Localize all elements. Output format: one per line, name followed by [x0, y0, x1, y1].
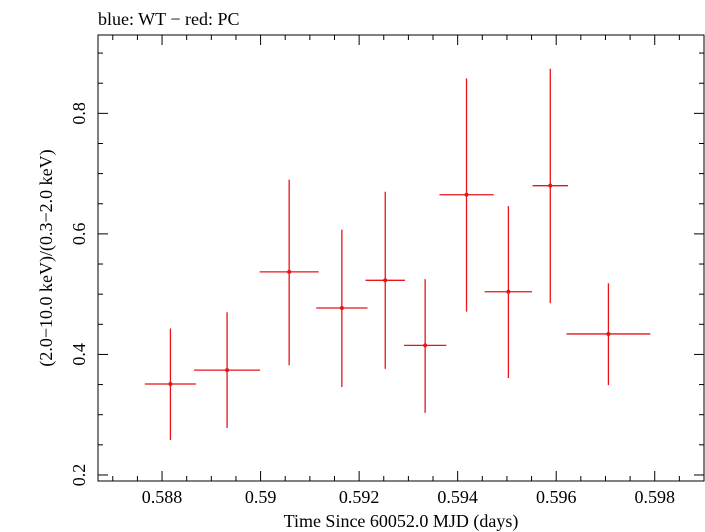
y-tick-label: 0.4	[69, 343, 89, 366]
data-points	[144, 68, 651, 441]
x-tick-label: 0.588	[142, 487, 183, 507]
data-point	[506, 289, 511, 294]
data-point	[225, 368, 230, 373]
x-tick-label: 0.596	[536, 487, 577, 507]
plot-frame	[97, 34, 705, 482]
data-point	[383, 278, 388, 283]
x-tick-label: 0.592	[339, 487, 380, 507]
data-point	[339, 306, 344, 311]
x-tick-label: 0.598	[634, 487, 675, 507]
x-tick-label: 0.59	[245, 487, 277, 507]
y-tick-label: 0.6	[69, 223, 89, 246]
data-point	[423, 343, 428, 348]
data-point	[548, 183, 553, 188]
data-point	[606, 331, 611, 336]
data-point	[168, 381, 173, 386]
x-axis-ticks	[112, 35, 705, 481]
y-tick-label: 0.8	[69, 102, 89, 125]
x-axis-label: Time Since 60052.0 MJD (days)	[284, 511, 519, 532]
x-tick-label: 0.594	[437, 487, 478, 507]
x-axis-tick-labels: 0.588 0.59 0.592 0.594 0.596 0.598	[142, 487, 675, 507]
y-axis-tick-labels: 0.2 0.4 0.6 0.8	[69, 102, 89, 486]
y-axis-label: (2.0−10.0 keV)/(0.3−2.0 keV)	[36, 149, 57, 366]
data-point	[464, 192, 469, 197]
chart-title: blue: WT − red: PC	[98, 9, 239, 29]
y-axis-ticks	[98, 52, 704, 476]
data-point	[287, 269, 292, 274]
y-tick-label: 0.2	[69, 464, 89, 487]
